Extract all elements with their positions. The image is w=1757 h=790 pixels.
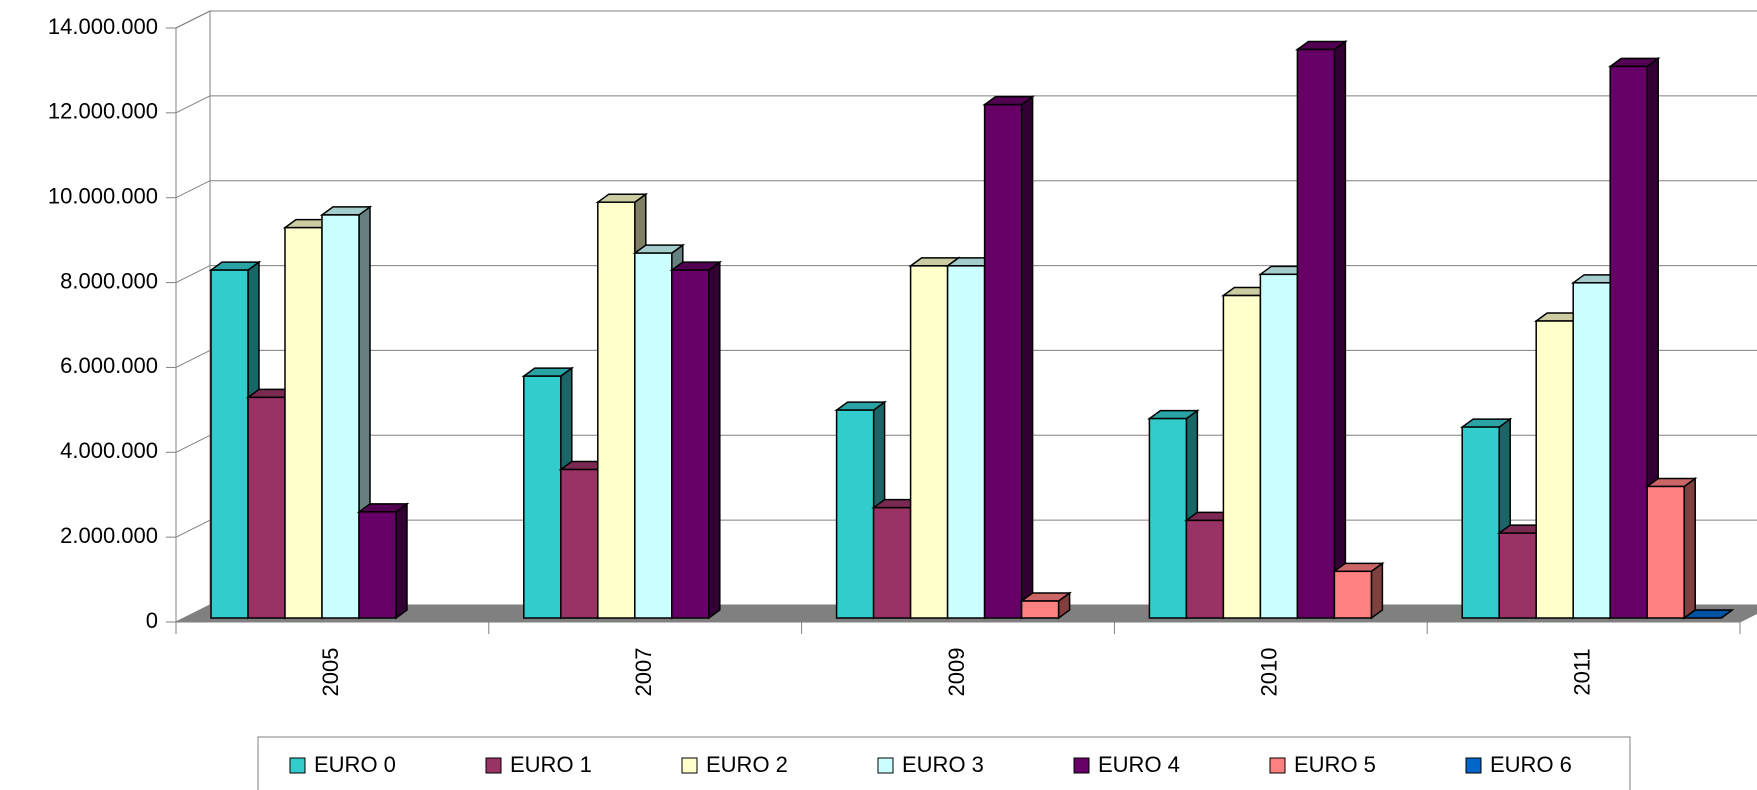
y-tick-label: 2.000.000 — [60, 523, 158, 548]
x-tick-label: 2011 — [1569, 648, 1594, 695]
legend-swatch — [1269, 757, 1286, 774]
y-tick-label: 8.000.000 — [60, 268, 158, 293]
legend-swatch — [1073, 757, 1090, 774]
grid-line-side — [175, 10, 211, 29]
bar-front — [321, 214, 360, 619]
bar-front — [523, 375, 562, 619]
legend-swatch — [289, 757, 306, 774]
bar-front — [597, 201, 636, 619]
bar-front — [1498, 532, 1537, 619]
grid-line-side — [175, 434, 211, 453]
y-tick-label: 12.000.000 — [48, 99, 158, 124]
bar-front — [247, 396, 286, 619]
bar-side — [708, 260, 721, 620]
y-tick-label: 4.000.000 — [60, 438, 158, 463]
bar — [669, 260, 723, 620]
bar-side — [1020, 95, 1034, 620]
bar-front — [983, 103, 1023, 619]
x-tick-label: 2010 — [1257, 648, 1282, 697]
grid-line-side — [175, 265, 211, 284]
legend-label: EURO 5 — [1294, 752, 1376, 777]
y-tick-label: 6.000.000 — [60, 353, 158, 378]
bar-front — [909, 265, 949, 619]
grid-line-side — [175, 180, 211, 199]
grid-line-side — [175, 519, 211, 538]
bar-side — [1333, 39, 1347, 620]
bar-front — [1020, 600, 1060, 619]
bar-front — [946, 265, 986, 619]
bar — [356, 502, 410, 620]
bar — [982, 95, 1035, 620]
legend-label: EURO 3 — [902, 752, 984, 777]
y-tick-label: 0 — [146, 608, 158, 633]
bar-front — [1461, 426, 1500, 619]
bar — [1644, 476, 1698, 620]
bar — [1295, 39, 1348, 620]
bar — [1332, 561, 1385, 620]
bar-front — [358, 511, 397, 619]
bar-front — [1296, 48, 1336, 619]
side-wall — [175, 10, 211, 623]
bar-front — [872, 506, 912, 619]
legend-label: EURO 6 — [1490, 752, 1572, 777]
bar-front — [1259, 273, 1299, 619]
grid-line-side — [175, 95, 211, 114]
bar — [1681, 609, 1735, 619]
x-tick-label: 2007 — [631, 648, 656, 697]
bar-front — [835, 409, 875, 619]
bar-side — [1683, 476, 1696, 620]
bar-side — [395, 502, 408, 620]
x-tick-label: 2009 — [944, 648, 969, 697]
legend-label: EURO 0 — [314, 752, 396, 777]
bar-front — [1333, 570, 1373, 619]
legend-label: EURO 4 — [1098, 752, 1180, 777]
bar-front — [1609, 65, 1648, 619]
legend-swatch — [681, 757, 698, 774]
y-tick-label: 10.000.000 — [48, 184, 158, 209]
bar-front — [560, 468, 599, 619]
bar-front — [671, 269, 710, 619]
legend-swatch — [877, 757, 894, 774]
bar-top — [1681, 609, 1735, 619]
bar-front — [1535, 320, 1574, 619]
legend-swatch — [485, 757, 502, 774]
legend-swatch — [1465, 757, 1482, 774]
legend-label: EURO 1 — [510, 752, 592, 777]
bar-front — [210, 269, 249, 619]
legend-label: EURO 2 — [706, 752, 788, 777]
bar — [1019, 591, 1072, 620]
bar-front — [284, 226, 323, 619]
bar-front — [1646, 485, 1685, 619]
bar-front — [1572, 282, 1611, 619]
bar-side — [1370, 561, 1384, 620]
y-tick-label: 14.000.000 — [48, 14, 158, 39]
bar-front — [1185, 519, 1225, 619]
bar-front — [634, 252, 673, 619]
bar — [1607, 56, 1661, 620]
bar-front — [1222, 294, 1262, 619]
bar-front — [1148, 417, 1188, 619]
grid-line-side — [175, 349, 211, 368]
x-tick-label: 2005 — [318, 648, 343, 697]
